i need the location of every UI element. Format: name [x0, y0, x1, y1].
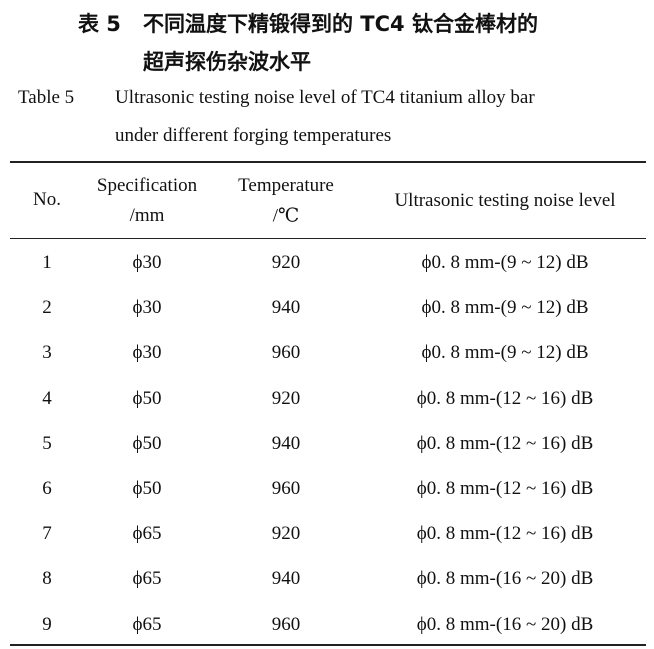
- cell-spec: ϕ65: [132, 523, 162, 545]
- cell-no: 8: [42, 568, 52, 590]
- header-no: No.: [33, 189, 61, 210]
- cell-spec: ϕ30: [132, 297, 162, 319]
- header-rule: [10, 238, 646, 239]
- cell-spec: ϕ65: [132, 613, 162, 635]
- bottom-rule: [10, 644, 646, 646]
- caption-en-line2: under different forging temperatures: [115, 125, 392, 146]
- cell-temp: 920: [271, 387, 301, 409]
- header-spec: Specification: [96, 175, 198, 196]
- cell-temp: 960: [271, 478, 301, 499]
- cell-no: 5: [42, 432, 52, 454]
- cell-no: 3: [42, 342, 52, 364]
- cell-noise: ϕ0. 8 mm-(16 ~ 20) dB: [416, 568, 594, 590]
- cell-spec: ϕ65: [132, 568, 162, 590]
- cell-no: 7: [42, 523, 52, 545]
- cell-spec: ϕ50: [132, 387, 162, 409]
- header-noise: Ultrasonic testing noise level: [394, 190, 616, 211]
- cell-temp: 940: [271, 432, 301, 454]
- header-spec-unit: /mm: [129, 205, 165, 226]
- cell-noise: ϕ0. 8 mm-(9 ~ 12) dB: [421, 342, 589, 364]
- cell-noise: ϕ0. 8 mm-(12 ~ 16) dB: [416, 387, 594, 409]
- cell-temp: 960: [271, 342, 301, 364]
- cell-no: 9: [42, 613, 52, 635]
- cell-temp: 960: [271, 613, 301, 635]
- top-rule: [10, 161, 646, 163]
- cell-noise: ϕ0. 8 mm-(9 ~ 12) dB: [421, 297, 589, 319]
- caption-en-label: Table 5: [18, 87, 75, 108]
- header-temp-unit: /℃: [272, 205, 300, 227]
- cell-spec: ϕ30: [132, 252, 162, 273]
- cell-noise: ϕ0. 8 mm-(12 ~ 16) dB: [416, 478, 594, 499]
- cell-temp: 940: [271, 568, 301, 590]
- cell-noise: ϕ0. 8 mm-(12 ~ 16) dB: [416, 523, 594, 545]
- cell-no: 4: [42, 387, 52, 409]
- cell-no: 6: [42, 478, 52, 499]
- cell-spec: ϕ50: [132, 478, 162, 499]
- caption-cn-line1: 不同温度下精锻得到的 TC4 钛合金棒材的: [143, 12, 538, 36]
- cell-no: 2: [42, 297, 52, 319]
- caption-cn-line2: 超声探伤杂波水平: [143, 50, 311, 74]
- cell-noise: ϕ0. 8 mm-(9 ~ 12) dB: [421, 252, 589, 273]
- header-temp: Temperature: [238, 175, 334, 196]
- caption-cn-label: 表 5: [78, 12, 121, 36]
- cell-no: 1: [42, 252, 52, 273]
- cell-noise: ϕ0. 8 mm-(16 ~ 20) dB: [416, 613, 594, 635]
- cell-temp: 920: [271, 252, 301, 273]
- cell-spec: ϕ50: [132, 432, 162, 454]
- cell-temp: 920: [271, 523, 301, 545]
- cell-spec: ϕ30: [132, 342, 162, 364]
- cell-noise: ϕ0. 8 mm-(12 ~ 16) dB: [416, 432, 594, 454]
- cell-temp: 940: [271, 297, 301, 319]
- caption-en-line1: Ultrasonic testing noise level of TC4 ti…: [115, 87, 535, 108]
